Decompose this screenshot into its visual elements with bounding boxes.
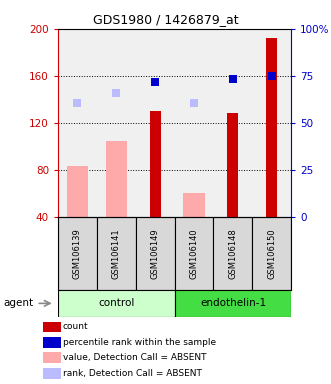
Text: GSM106139: GSM106139 xyxy=(73,228,82,279)
Bar xyxy=(43,321,61,332)
Bar xyxy=(183,194,205,217)
Text: GSM106149: GSM106149 xyxy=(151,228,160,279)
Bar xyxy=(58,290,175,317)
Bar xyxy=(67,166,88,217)
Text: GDS1980 / 1426879_at: GDS1980 / 1426879_at xyxy=(93,13,238,26)
Bar xyxy=(43,368,61,379)
Bar xyxy=(43,337,61,348)
Bar xyxy=(150,111,161,217)
Bar xyxy=(106,141,127,217)
Bar xyxy=(97,217,136,290)
Text: GSM106140: GSM106140 xyxy=(190,228,199,279)
Text: count: count xyxy=(63,323,88,331)
Bar xyxy=(58,217,97,290)
Bar xyxy=(136,217,175,290)
Text: GSM106150: GSM106150 xyxy=(267,228,276,279)
Bar xyxy=(213,217,252,290)
Text: GSM106148: GSM106148 xyxy=(228,228,237,279)
Text: rank, Detection Call = ABSENT: rank, Detection Call = ABSENT xyxy=(63,369,202,378)
Bar xyxy=(43,353,61,363)
Text: percentile rank within the sample: percentile rank within the sample xyxy=(63,338,216,347)
Bar xyxy=(175,217,213,290)
Bar xyxy=(175,290,291,317)
Text: agent: agent xyxy=(3,298,33,308)
Bar xyxy=(227,114,238,217)
Text: control: control xyxy=(98,298,134,308)
Text: value, Detection Call = ABSENT: value, Detection Call = ABSENT xyxy=(63,353,207,362)
Text: GSM106141: GSM106141 xyxy=(112,228,121,279)
Bar xyxy=(252,217,291,290)
Bar xyxy=(266,38,277,217)
Text: endothelin-1: endothelin-1 xyxy=(200,298,266,308)
